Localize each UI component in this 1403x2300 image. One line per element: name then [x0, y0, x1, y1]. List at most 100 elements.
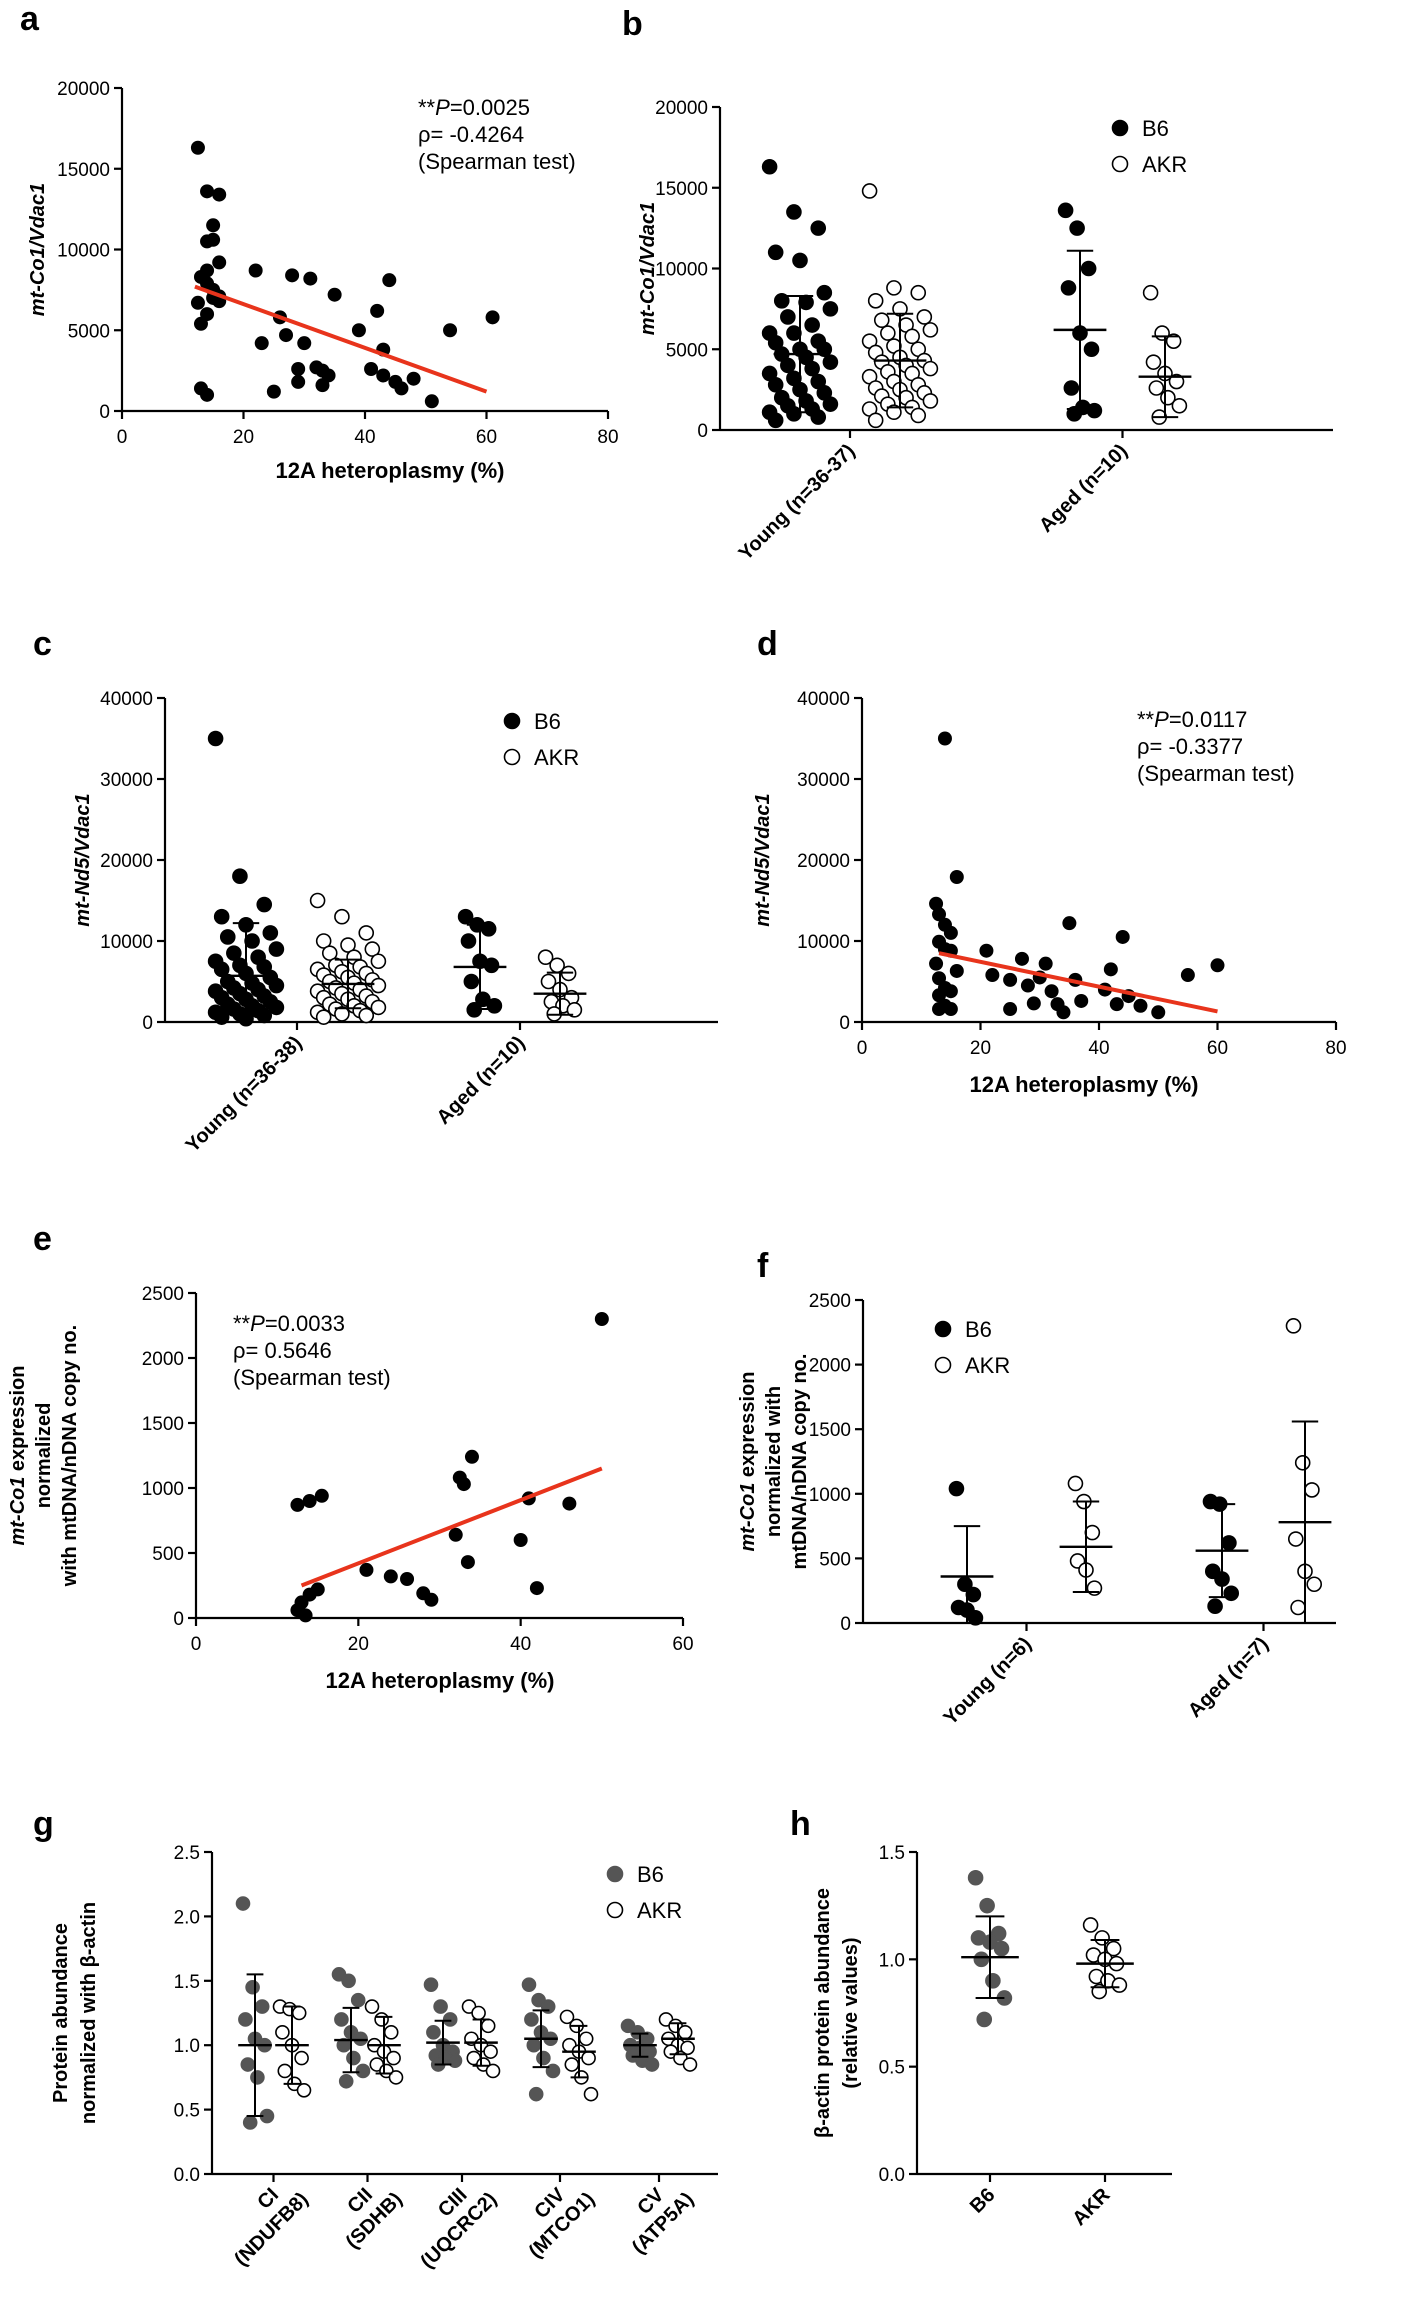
y-axis-label-line: Protein abundance: [50, 1923, 72, 2103]
y-axis-label-line: normalized with: [763, 1386, 785, 1537]
data-point: [485, 310, 500, 325]
x-tick-label: 0: [191, 1634, 202, 1655]
data-point: [1133, 998, 1148, 1013]
data-point-open: [1294, 1454, 1311, 1471]
data-point: [443, 323, 458, 338]
stat-annotation-line: (Spearman test): [233, 1365, 391, 1390]
data-point: [424, 394, 439, 409]
data-point-open: [386, 2050, 401, 2066]
data-point-filled: [256, 1007, 273, 1024]
y-tick-label: 20000: [57, 79, 110, 100]
data-point-open: [1165, 333, 1182, 349]
y-tick-label: 1000: [809, 1485, 851, 1506]
y-tick-label: 2.0: [174, 1907, 200, 1928]
stat-p-value: =0.0025: [450, 95, 530, 120]
data-point-open: [910, 407, 927, 424]
category-label: B6: [966, 2184, 1000, 2218]
data-point-open: [682, 2057, 698, 2072]
y-axis-label-text: normalized: [33, 1403, 55, 1509]
data-point: [1014, 951, 1029, 966]
data-point: [359, 1562, 374, 1577]
legend-label: AKR: [534, 745, 579, 770]
x-tick-label: 0: [117, 427, 128, 448]
data-point: [1210, 958, 1225, 973]
data-point: [929, 896, 944, 911]
y-tick-label: 0.5: [174, 2101, 200, 2122]
data-point: [406, 371, 421, 386]
data-point: [291, 374, 306, 389]
data-point-open: [1285, 1318, 1302, 1334]
y-tick-label: 10000: [57, 241, 110, 262]
data-point: [285, 268, 300, 283]
y-tick-label: 40000: [797, 689, 850, 710]
data-point-filled: [213, 908, 230, 925]
data-point-open: [1290, 1599, 1306, 1616]
data-point: [1180, 968, 1195, 983]
y-tick-label: 20000: [655, 98, 708, 119]
data-point-open: [296, 2082, 312, 2098]
x-tick-label: 60: [476, 427, 497, 448]
data-point-filled: [1080, 260, 1097, 277]
stat-annotation-line: ρ= 0.5646: [233, 1338, 332, 1363]
data-point: [364, 362, 379, 377]
legend-label: AKR: [1142, 152, 1187, 177]
y-tick-label: 10000: [100, 932, 153, 953]
y-tick-label: 30000: [100, 770, 153, 791]
data-point: [456, 1477, 471, 1492]
panel-f: f 0 500 1000 1500 2000 2500 mt-Co1 expression no…: [737, 1247, 1336, 1730]
category-label: CV(ATP5A): [611, 2171, 698, 2258]
data-point: [321, 368, 336, 383]
data-point: [1103, 962, 1118, 977]
data-point: [298, 1608, 313, 1623]
x-axis-label: 12A heteroplasmy (%): [325, 1668, 554, 1693]
data-point-filled: [353, 2031, 368, 2047]
stat-annotation-line: (Spearman test): [418, 149, 576, 174]
data-point: [949, 963, 964, 978]
category-label: Aged (n=10): [433, 1032, 530, 1129]
category-label: CI(NDUFB8): [213, 2171, 312, 2270]
data-point: [190, 295, 205, 310]
data-point-open: [294, 2050, 309, 2066]
y-axis-label: mt-Co1/Vdac1: [637, 202, 659, 335]
y-tick-label: 10000: [797, 932, 850, 953]
data-point-filled: [780, 309, 796, 325]
panel-label: f: [757, 1247, 769, 1285]
data-point-filled: [773, 292, 790, 309]
data-point: [190, 140, 205, 155]
y-axis-label: Protein abundance normalized with β-actin: [50, 1902, 100, 2124]
data-point-open: [559, 2009, 575, 2025]
data-point-open: [370, 999, 387, 1016]
y-axis-label-line: β-actin protein abundance: [812, 1888, 834, 2138]
data-point-filled: [1221, 1535, 1237, 1551]
y-axis-label: mt-Co1 expression normalized with mtDNA/nD…: [7, 1325, 81, 1587]
data-point: [1020, 978, 1035, 993]
stat-annotation-line: ρ= -0.4264: [418, 122, 524, 147]
y-axis-label: mt-Nd5/Vdac1: [72, 793, 94, 926]
legend-marker-filled: [503, 712, 521, 730]
panel-label: a: [20, 0, 40, 38]
panel-a: a 0 5000 10000 15000 20000 0 20 40 60 80 12A hetero…: [20, 0, 619, 483]
data-point-filled: [1060, 280, 1077, 296]
y-tick-label: 15000: [655, 179, 708, 200]
data-point-open: [364, 1999, 380, 2014]
data-point-filled: [792, 252, 808, 269]
data-point: [351, 323, 366, 338]
data-point: [1026, 996, 1041, 1011]
stat-stars: **: [233, 1311, 251, 1336]
legend-marker-filled: [606, 1865, 624, 1883]
data-point-open: [334, 908, 350, 925]
y-tick-label: 20000: [797, 851, 850, 872]
data-point: [279, 328, 294, 343]
data-point-filled: [346, 2050, 361, 2066]
data-point: [1003, 1002, 1018, 1017]
category-label: CII(SDHB): [325, 2171, 407, 2253]
x-tick-label: 80: [1325, 1038, 1346, 1059]
x-axis-label: 12A heteroplasmy (%): [969, 1072, 1198, 1097]
data-point-open: [861, 183, 878, 199]
data-point: [200, 263, 215, 278]
data-point-filled: [804, 360, 820, 377]
data-point-filled: [993, 1940, 1010, 1957]
x-tick-label: 80: [597, 427, 618, 448]
category-label: AKR: [1068, 2184, 1115, 2231]
data-point: [448, 1527, 463, 1542]
